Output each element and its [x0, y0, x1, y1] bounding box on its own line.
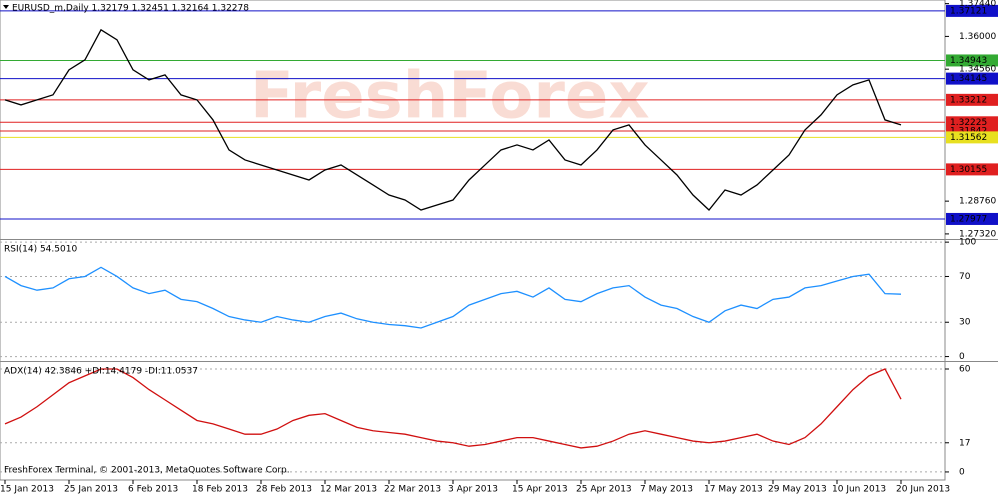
level-box	[946, 131, 998, 144]
x-tick-label: 15 Jan 2013	[0, 485, 54, 495]
x-tick-label: 18 Feb 2013	[192, 485, 248, 495]
x-tick-label: 6 Feb 2013	[128, 485, 178, 495]
x-tick-label: 28 Feb 2013	[256, 485, 312, 495]
x-tick-label: 12 Mar 2013	[320, 485, 377, 495]
price-line	[4, 266, 902, 329]
level-label: 1.27977	[950, 214, 987, 224]
y-tick-label: 1.28760	[959, 197, 996, 207]
price-line	[4, 28, 902, 211]
panel-title: EURUSD_m,Daily 1.32179 1.32451 1.32164 1…	[12, 4, 249, 14]
x-tick-label: 7 May 2013	[640, 485, 693, 495]
y-tick-label: 60	[959, 365, 971, 375]
level-label: 1.37121	[950, 6, 987, 16]
x-tick-label: 10 Jun 2013	[832, 485, 886, 495]
level-label: 1.31562	[950, 133, 987, 143]
watermark: FreshForex	[250, 60, 650, 134]
y-tick-label: 100	[959, 238, 976, 248]
x-tick-label: 17 May 2013	[704, 485, 763, 495]
y-tick-label: 1.36000	[959, 32, 996, 42]
panel-title: ADX(14) 42.3846 +DI:14.4179 -DI:11.0537	[4, 367, 198, 377]
x-tick-label: 25 Jan 2013	[64, 485, 118, 495]
level-label: 1.32225	[950, 118, 987, 128]
level-label: 1.34943	[950, 56, 987, 66]
y-tick-label: 1.37440	[959, 0, 996, 9]
y-tick-label: 0	[959, 467, 965, 477]
menu-arrow	[3, 5, 9, 9]
level-box	[946, 116, 998, 129]
level-label: 1.30155	[950, 165, 987, 175]
y-tick-label: 70	[959, 272, 971, 282]
x-tick-label: 15 Apr 2013	[512, 485, 568, 495]
x-tick-label: 22 Mar 2013	[384, 485, 441, 495]
y-tick-label: 30	[959, 318, 971, 328]
y-tick-label: 1.34560	[959, 65, 996, 75]
level-box	[946, 4, 998, 17]
panel-title: RSI(14) 54.5010	[4, 245, 77, 255]
footer: FreshForex Terminal, © 2001-2013, MetaQu…	[4, 466, 290, 476]
y-tick-label: 17	[959, 438, 970, 448]
y-tick-label: 0	[959, 352, 965, 362]
level-box	[946, 163, 998, 176]
level-box	[946, 93, 998, 106]
level-box	[946, 72, 998, 85]
level-label: 1.33212	[950, 95, 987, 105]
x-tick-label: 25 Apr 2013	[576, 485, 632, 495]
x-tick-label: 3 Apr 2013	[448, 485, 498, 495]
x-tick-label: 20 Jun 2013	[896, 485, 950, 495]
x-tick-label: 29 May 2013	[768, 485, 827, 495]
level-label: 1.34145	[950, 74, 987, 84]
price-line	[4, 368, 902, 449]
level-box	[946, 212, 998, 225]
y-tick-label: 1.27320	[959, 229, 996, 239]
level-box	[946, 54, 998, 67]
